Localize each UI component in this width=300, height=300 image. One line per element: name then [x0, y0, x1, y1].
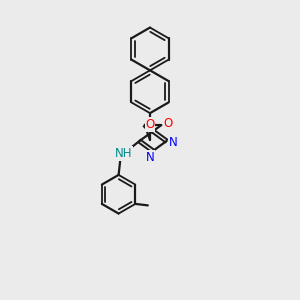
Text: N: N: [169, 136, 178, 149]
Text: O: O: [163, 117, 172, 130]
Text: N: N: [146, 151, 154, 164]
Text: NH: NH: [115, 147, 133, 160]
Text: O: O: [146, 118, 154, 131]
